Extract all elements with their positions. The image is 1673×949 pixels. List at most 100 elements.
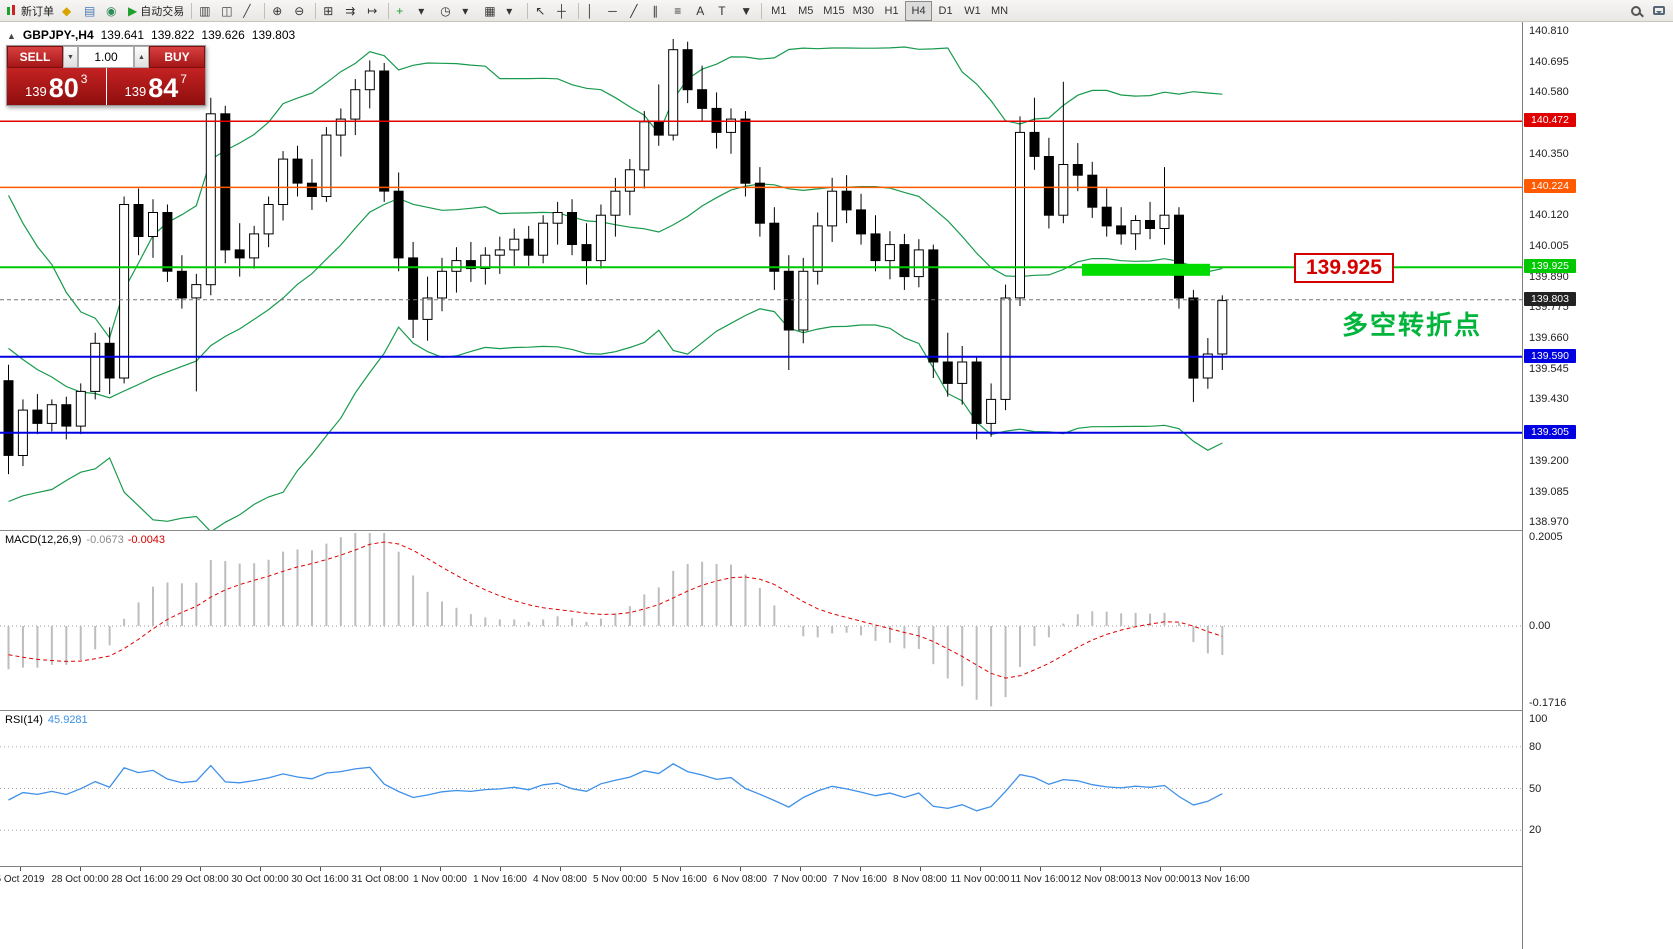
timeframe-mn-button[interactable]: MN (986, 1, 1013, 21)
periods-dropdown[interactable]: ▾ (458, 1, 480, 21)
macd-pane[interactable] (0, 531, 1522, 710)
crosshair-button[interactable]: ┼ (553, 1, 575, 21)
timeframe-m15-button-label: M15 (823, 4, 845, 17)
time-tick (500, 867, 501, 871)
sell-price-sup: 3 (80, 72, 88, 86)
auto-scroll-button[interactable]: ⇉ (341, 1, 363, 21)
zoom-out-button[interactable]: ⊖ (290, 1, 312, 21)
auto-trading-button-label: 自动交易 (140, 5, 185, 18)
tile-windows-button[interactable]: ⊞ (319, 1, 341, 21)
pane-separator[interactable] (0, 530, 1673, 531)
time-label: 5 Nov 00:00 (593, 874, 647, 885)
timeframe-d1-button[interactable]: D1 (932, 1, 959, 21)
candlestick-mode-button[interactable]: ◫ (217, 1, 239, 21)
pane-separator[interactable] (0, 710, 1673, 711)
scale-tick: 140.580 (1529, 86, 1569, 99)
turning-point-label: 多空转折点 (1342, 310, 1483, 340)
price-tag: 140.224 (1524, 179, 1576, 194)
time-label: 11 Nov 16:00 (1010, 874, 1070, 885)
price-chart-canvas[interactable] (0, 22, 1522, 530)
timeframe-m1-button[interactable]: M1 (765, 1, 792, 21)
zoom-in-button[interactable]: ⊕ (268, 1, 290, 21)
time-label: 30 Oct 00:00 (231, 874, 289, 885)
timeframe-w1-button[interactable]: W1 (959, 1, 986, 21)
chevron-down-icon: ▾ (506, 3, 513, 18)
volume-increase-button[interactable]: ▲ (134, 46, 149, 68)
ohlc-close: 139.803 (251, 28, 296, 42)
rsi-pane[interactable] (0, 711, 1522, 866)
scale-tick: 140.350 (1529, 147, 1569, 160)
scale-tick: 0.2005 (1529, 530, 1563, 543)
price-scale[interactable]: 140.810140.695140.580140.465140.350140.2… (1522, 22, 1673, 949)
time-axis[interactable]: 5 Oct 2019 28 Oct 00:00 28 Oct 16:00 29 Oct… (0, 866, 1522, 892)
mql5-button[interactable]: ◆ (58, 1, 80, 21)
periods-button[interactable]: ◷ (436, 1, 458, 21)
time-label: 1 Nov 16:00 (473, 874, 527, 885)
chart-shift-icon: ↦ (367, 3, 378, 18)
timeframe-m5-button[interactable]: M5 (792, 1, 819, 21)
time-tick (440, 867, 441, 871)
zoom-out-icon: ⊖ (294, 3, 305, 18)
channel-button[interactable]: ∥ (648, 1, 670, 21)
horizontal-line-button[interactable]: ─ (604, 1, 626, 21)
new-order-button[interactable]: 新订单 (2, 1, 58, 21)
scale-tick: 138.970 (1529, 516, 1569, 529)
trendline-icon: ╱ (630, 3, 638, 18)
one-click-trading-panel: SELL ▼ ▲ BUY 139 80 3 139 84 7 (6, 45, 206, 106)
time-tick (980, 867, 981, 871)
time-label: 6 Nov 08:00 (713, 874, 767, 885)
indicators-button[interactable]: + (392, 1, 414, 21)
toolbar-right-group (1627, 1, 1671, 21)
volume-decrease-button[interactable]: ▼ (63, 46, 78, 68)
bar-chart-mode-button[interactable]: ▥ (195, 1, 217, 21)
arrow-objects-button[interactable]: ▼ (736, 1, 758, 21)
sell-price-small: 139 (25, 84, 47, 99)
templates-dropdown[interactable]: ▾ (502, 1, 524, 21)
timeframe-w1-button-label: W1 (964, 4, 981, 17)
search-button[interactable] (1627, 1, 1649, 21)
scale-tick: 140.810 (1529, 25, 1569, 37)
zoom-in-icon: ⊕ (272, 3, 283, 18)
search-icon (1631, 5, 1641, 16)
scale-tick: 140.695 (1529, 55, 1569, 68)
time-tick (680, 867, 681, 871)
time-label: 5 Nov 16:00 (653, 874, 707, 885)
indicators-dropdown[interactable]: ▾ (414, 1, 436, 21)
vertical-line-button[interactable]: │ (582, 1, 604, 21)
sell-price-box[interactable]: 139 80 3 (7, 68, 106, 105)
clock-icon: ◷ (440, 3, 451, 18)
toolbar-separator (264, 2, 266, 19)
text-icon: A (696, 3, 705, 18)
timeframe-h1-button[interactable]: H1 (878, 1, 905, 21)
time-tick (1100, 867, 1101, 871)
chat-button[interactable] (1649, 1, 1671, 21)
chart-shift-button[interactable]: ↦ (363, 1, 385, 21)
text-button[interactable]: A (692, 1, 714, 21)
timeframe-m15-button[interactable]: M15 (819, 1, 848, 21)
sell-button[interactable]: SELL (7, 46, 63, 68)
label-button[interactable]: T (714, 1, 736, 21)
time-label: 30 Oct 16:00 (291, 874, 349, 885)
buy-price-box[interactable]: 139 84 7 (106, 68, 205, 105)
info-icon: ◉ (106, 3, 117, 18)
templates-button[interactable]: ▦ (480, 1, 502, 21)
buy-button[interactable]: BUY (149, 46, 205, 68)
text-label-icon: T (718, 3, 726, 18)
time-label: 13 Nov 16:00 (1190, 874, 1250, 885)
time-label: 11 Nov 00:00 (950, 874, 1010, 885)
volume-input[interactable] (78, 46, 134, 68)
trendline-button[interactable]: ╱ (626, 1, 648, 21)
line-chart-mode-button[interactable]: ╱ (239, 1, 261, 21)
timeframe-m30-button[interactable]: M30 (849, 1, 878, 21)
macd-label: MACD(12,26,9) -0.0673 -0.0043 (5, 534, 165, 546)
cursor-button[interactable]: ↖ (531, 1, 553, 21)
terminal-button[interactable]: ▤ (80, 1, 102, 21)
community-button[interactable]: ◉ (102, 1, 124, 21)
chat-icon (1653, 6, 1665, 15)
timeframe-h4-button[interactable]: H4 (905, 0, 933, 21)
time-label: 8 Nov 08:00 (893, 874, 947, 885)
channel-icon: ∥ (652, 3, 659, 18)
auto-trading-button[interactable]: ▶ 自动交易 (124, 1, 188, 21)
fibonacci-button[interactable]: ≡ (670, 1, 692, 21)
